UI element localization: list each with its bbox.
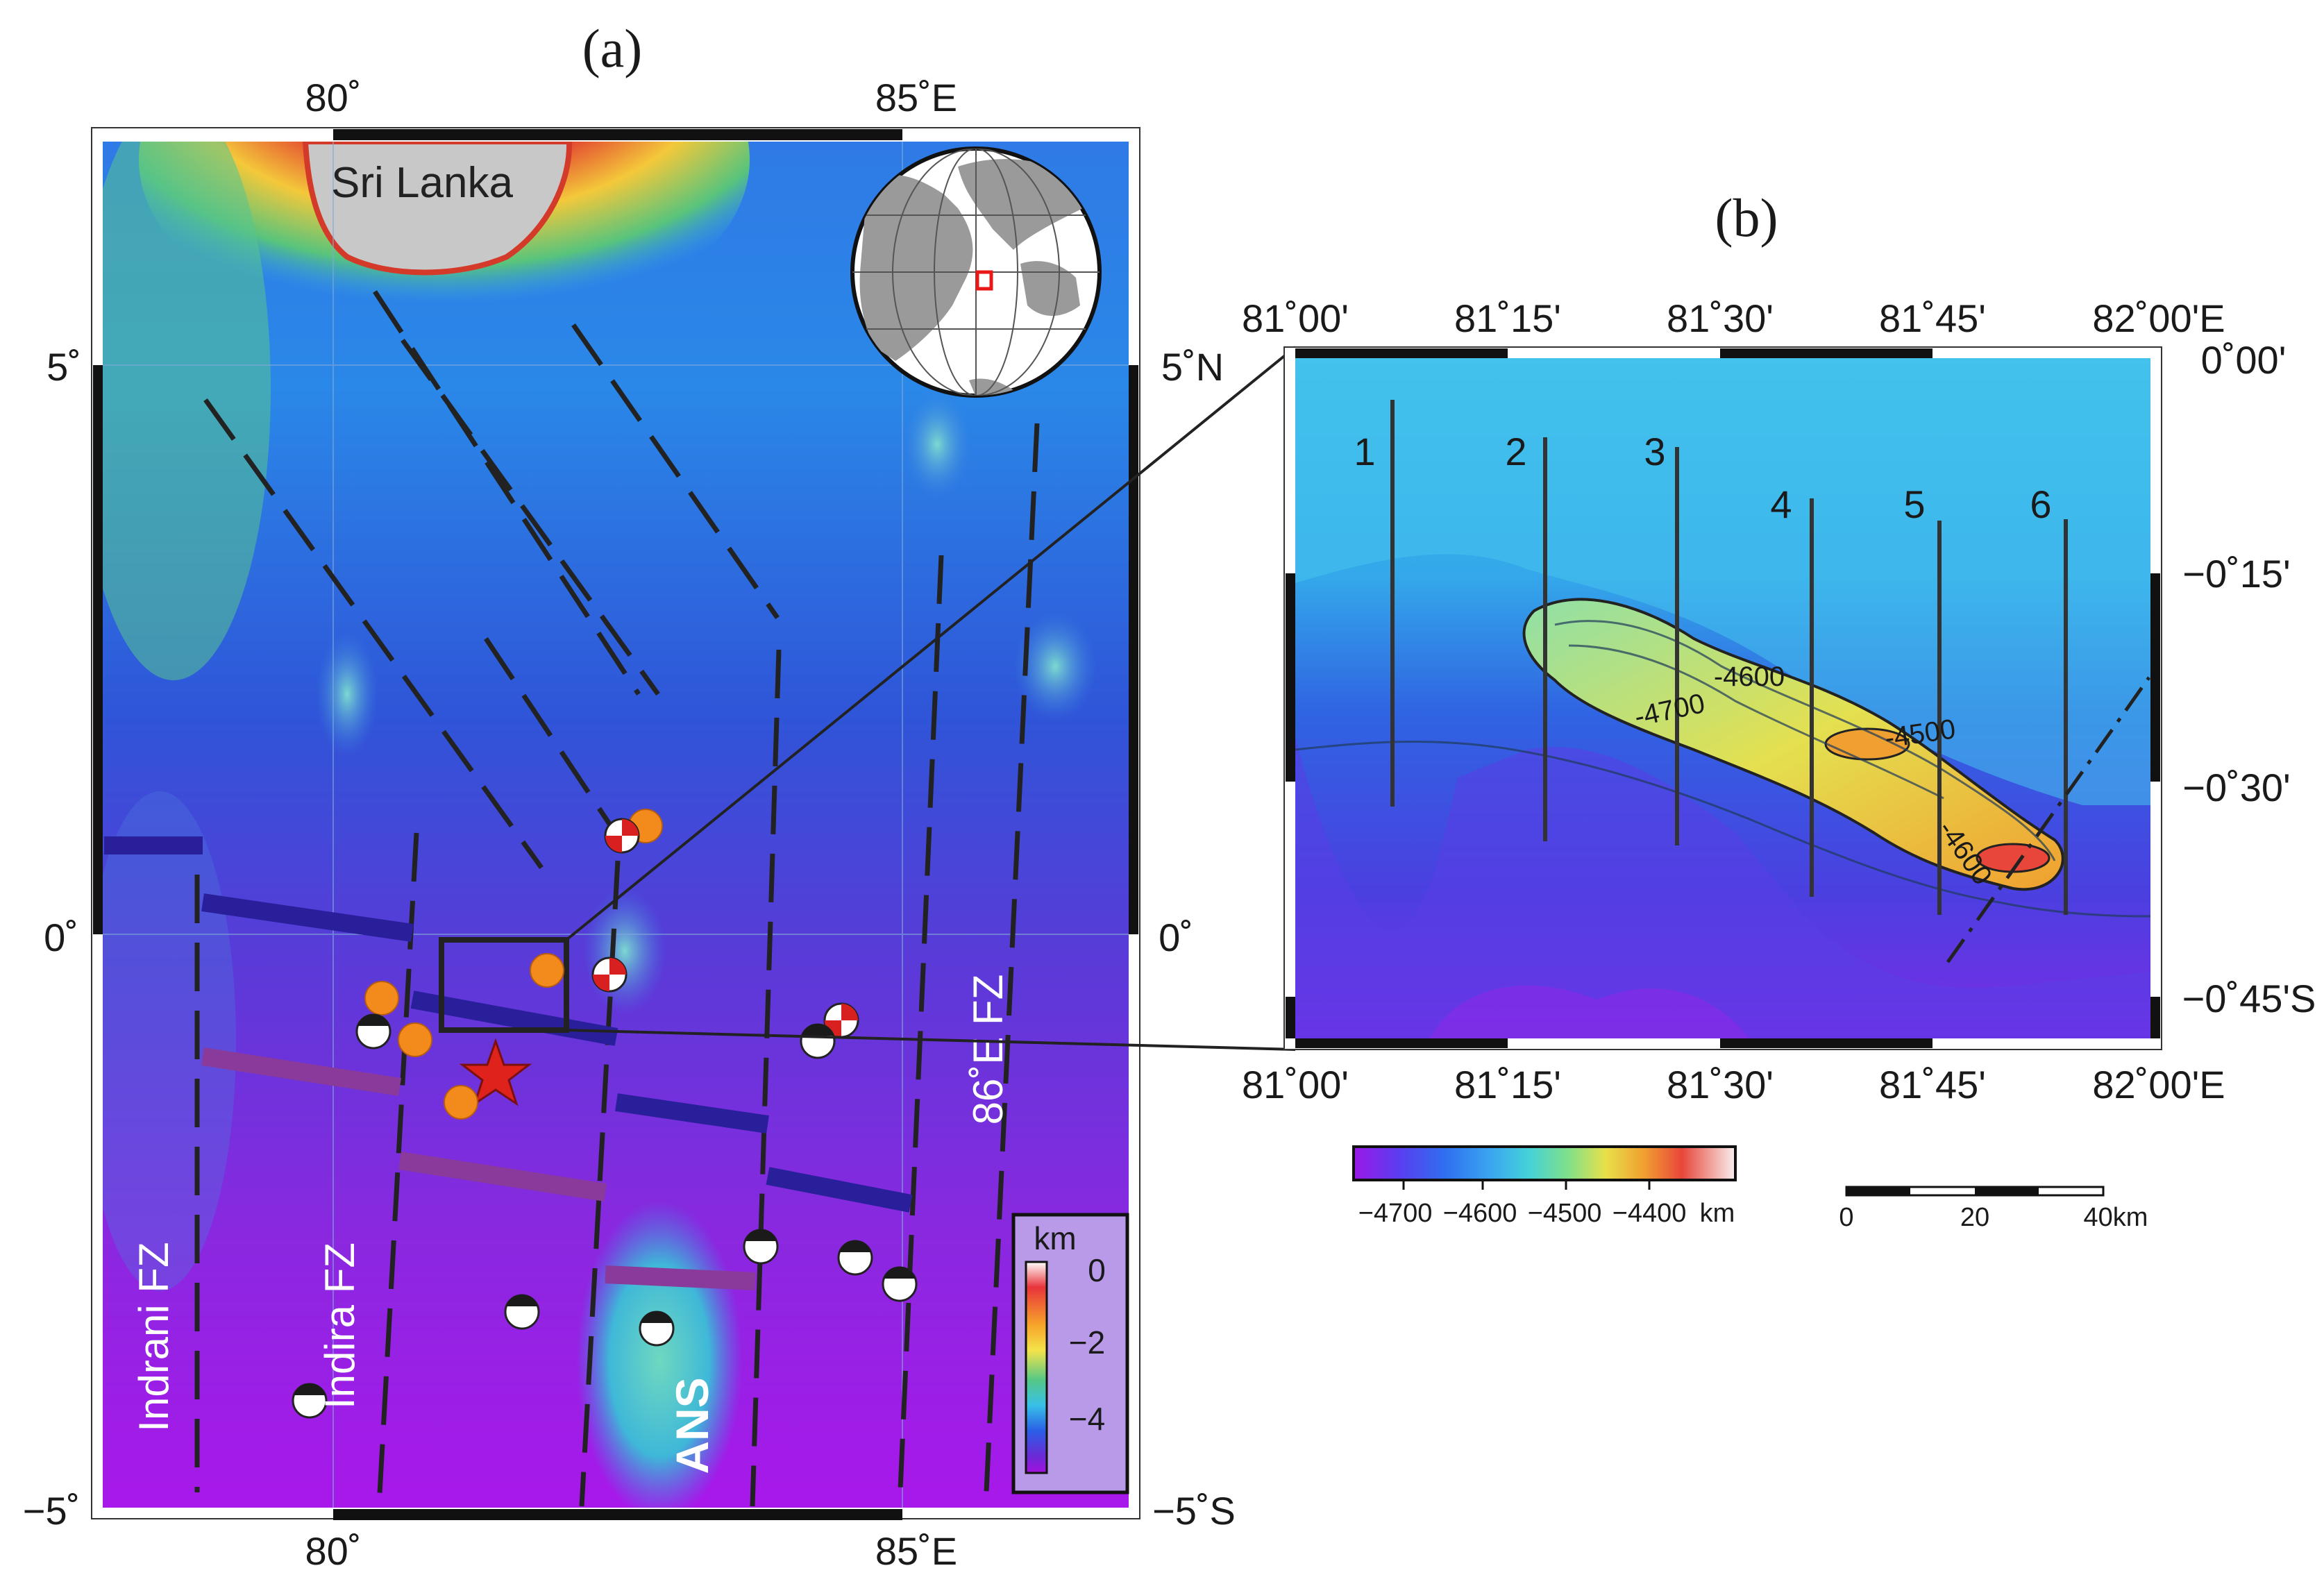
- tick-label: 81˚15': [1454, 296, 1561, 340]
- inset-globe: [850, 146, 1102, 398]
- earthquake-symbols: [292, 809, 918, 1419]
- dash-dot-lineament: [1946, 676, 2150, 963]
- tick-label: −0˚15': [2182, 552, 2290, 596]
- tick-label: 81˚15': [1454, 1063, 1561, 1106]
- study-area-box: [439, 937, 569, 1033]
- colorbar-b-tick: −4700: [1358, 1199, 1433, 1228]
- scale-bar-tick: 20: [1960, 1203, 1989, 1232]
- focal-mechanism-red: [591, 818, 859, 1038]
- tick-label: 0˚00': [2201, 338, 2287, 382]
- bathymetry-map-b: [1295, 358, 2150, 1038]
- label-indrani-fz: Indrani FZ: [130, 1242, 177, 1431]
- profile-label: 1: [1354, 430, 1375, 473]
- profile-label: 5: [1903, 482, 1925, 526]
- globe-highlight-box: [975, 270, 993, 291]
- profile-lines: [1390, 400, 2068, 915]
- colorbar-a: km 0 −2 −4: [1011, 1213, 1129, 1494]
- tick-label: 0˚: [44, 916, 78, 959]
- colorbar-b: −4700 −4600 −4500 −4400 km: [1352, 1145, 1737, 1228]
- tick-label: −5˚S: [1152, 1489, 1236, 1533]
- tick-label: 81˚45': [1879, 296, 1986, 340]
- tick-label: 80˚: [305, 1529, 362, 1573]
- tick-label: 0˚: [1159, 916, 1193, 959]
- panel-b-ticks: 81˚00' 81˚15' 81˚30' 81˚45' 82˚00'E 81˚0…: [1242, 296, 2316, 1106]
- tick-label: 81˚30': [1667, 1063, 1774, 1106]
- panel-b-label: (b): [1715, 187, 1778, 248]
- tick-label: 80˚: [305, 76, 362, 119]
- colorbar-a-unit: km: [1034, 1220, 1076, 1256]
- tick-label: −0˚30': [2182, 766, 2290, 809]
- contour-label: -4600: [1714, 662, 1785, 692]
- profile-labels: 1 2 3 4 5 6: [1354, 430, 2051, 526]
- tick-label: 5˚N: [1161, 345, 1224, 389]
- scale-bar-end-label: 40km: [2084, 1203, 2148, 1232]
- fracture-zone-lines: [194, 290, 1040, 1507]
- tick-label: 85˚E: [875, 76, 957, 119]
- scale-bar-tick: 0: [1839, 1203, 1853, 1232]
- profile-label: 3: [1644, 430, 1665, 473]
- colorbar-a-tick: −4: [1069, 1401, 1105, 1437]
- label-ans: ANS: [666, 1377, 718, 1474]
- label-sri-lanka: Sri Lanka: [331, 159, 513, 207]
- tick-label: −0˚45'S: [2182, 977, 2316, 1020]
- colorbar-b-tick: −4400: [1613, 1199, 1687, 1228]
- tick-label: 81˚45': [1879, 1063, 1986, 1106]
- epicenter-star: [459, 1038, 532, 1106]
- tick-label: 82˚00'E: [2092, 296, 2225, 340]
- tick-label: 81˚00': [1242, 296, 1349, 340]
- colorbar-b-tick: −4500: [1528, 1199, 1602, 1228]
- panel-a-label: (a): [582, 18, 643, 78]
- colorbar-a-tick: 0: [1088, 1252, 1106, 1288]
- colorbar-a-tick: −2: [1069, 1324, 1105, 1360]
- tick-label: 81˚00': [1242, 1063, 1349, 1106]
- orange-circles: [364, 809, 663, 1120]
- zoom-connector-lines: [565, 346, 1297, 1051]
- tick-label: −5˚: [23, 1489, 81, 1533]
- seamount-ridge: [1522, 598, 2064, 891]
- colorbar-b-unit: km: [1700, 1199, 1735, 1228]
- label-86e-fz: 86˚E FZ: [965, 975, 1011, 1125]
- sri-lanka-landmass: [302, 142, 573, 276]
- profile-label: 2: [1505, 430, 1526, 473]
- profile-label: 4: [1770, 482, 1792, 526]
- scale-bar: 0 20 40km: [1839, 1186, 2148, 1232]
- tick-label: 82˚00'E: [2092, 1063, 2225, 1106]
- tick-label: 81˚30': [1667, 296, 1774, 340]
- label-indira-fz: Indira FZ: [317, 1242, 363, 1409]
- tick-label: 5˚: [47, 345, 81, 389]
- panel-a-ticks: 80˚ 85˚E 80˚ 85˚E 5˚ 0˚ −5˚ 5˚N 0˚ −5˚S: [23, 76, 1236, 1573]
- colorbar-b-tick: −4600: [1443, 1199, 1517, 1228]
- tick-label: 85˚E: [875, 1529, 957, 1573]
- focal-mechanism-black: [292, 1013, 918, 1419]
- profile-label: 6: [2030, 482, 2051, 526]
